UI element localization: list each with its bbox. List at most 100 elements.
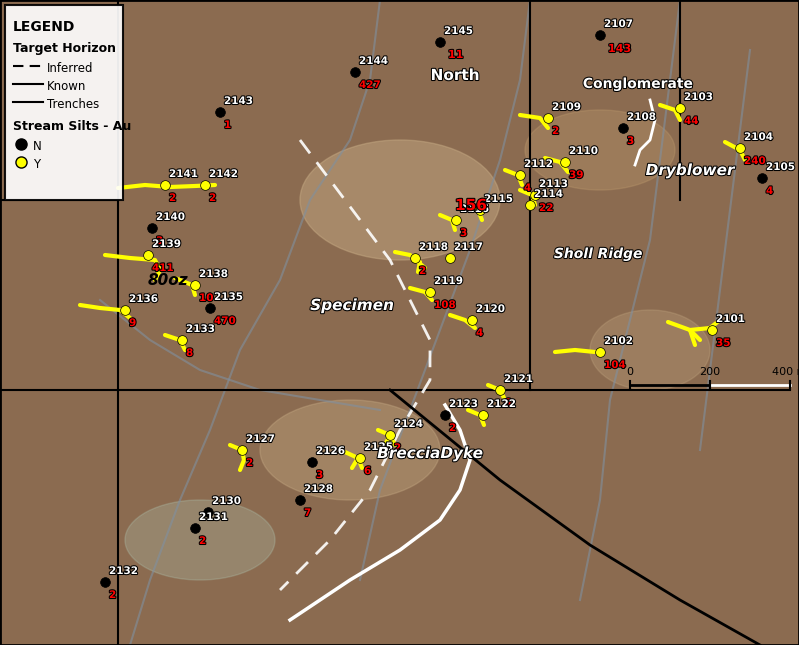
Text: 6: 6 (364, 466, 372, 476)
Text: 2145: 2145 (444, 26, 473, 36)
Text: 4: 4 (476, 328, 483, 338)
Text: 2: 2 (209, 193, 217, 203)
Text: 35: 35 (716, 338, 730, 348)
Text: 2116: 2116 (460, 204, 489, 214)
FancyBboxPatch shape (5, 5, 123, 200)
Text: Inferred: Inferred (47, 62, 93, 75)
Text: 2102: 2102 (604, 336, 633, 346)
Text: 22: 22 (539, 203, 554, 213)
Text: Conglomerate: Conglomerate (583, 77, 693, 91)
Text: North: North (431, 68, 479, 83)
Text: 2: 2 (552, 126, 559, 136)
Text: 2141: 2141 (169, 169, 198, 179)
Text: 3: 3 (316, 470, 324, 480)
Text: 240: 240 (744, 156, 766, 166)
Text: 2117: 2117 (454, 242, 483, 252)
Text: 2: 2 (246, 458, 253, 468)
Text: 2124: 2124 (394, 419, 423, 429)
Text: 2112: 2112 (524, 159, 553, 169)
Text: 1: 1 (224, 120, 231, 130)
Text: Trenches: Trenches (47, 98, 99, 111)
Text: N: N (33, 140, 42, 153)
Text: 427: 427 (359, 80, 381, 90)
Text: 400 m: 400 m (773, 367, 799, 377)
Text: 2121: 2121 (504, 374, 533, 384)
Text: 2144: 2144 (359, 56, 388, 66)
Text: Known: Known (47, 80, 86, 93)
Text: 2114: 2114 (534, 189, 563, 199)
Text: 4: 4 (766, 186, 773, 196)
Text: 2119: 2119 (434, 276, 463, 286)
Text: Dryblower: Dryblower (646, 163, 734, 178)
Text: 2105: 2105 (766, 162, 795, 172)
Text: 2118: 2118 (419, 242, 448, 252)
Text: 2143: 2143 (224, 96, 253, 106)
Text: 2142: 2142 (209, 169, 238, 179)
Ellipse shape (590, 310, 710, 390)
Text: 2: 2 (394, 443, 401, 453)
Text: 2123: 2123 (449, 399, 478, 409)
Text: 6: 6 (504, 398, 511, 408)
Text: 108: 108 (434, 300, 455, 310)
Text: 470: 470 (214, 316, 236, 326)
Text: 2: 2 (449, 423, 456, 433)
Text: 2135: 2135 (214, 292, 243, 302)
Text: 2113: 2113 (539, 179, 568, 189)
Text: 80oz: 80oz (148, 273, 189, 288)
Ellipse shape (260, 400, 440, 500)
Text: 2133: 2133 (186, 324, 215, 334)
Text: 2127: 2127 (246, 434, 275, 444)
Text: 143: 143 (608, 44, 631, 54)
Text: 2128: 2128 (304, 484, 333, 494)
Text: 8: 8 (186, 348, 193, 358)
Text: 3: 3 (627, 136, 634, 146)
Text: 3: 3 (460, 228, 467, 238)
Text: 2125: 2125 (364, 442, 393, 452)
Text: Sholl Ridge: Sholl Ridge (554, 247, 642, 261)
Text: 2126: 2126 (316, 446, 345, 456)
Text: 2139: 2139 (152, 239, 181, 249)
Text: 2109: 2109 (552, 102, 581, 112)
Text: 10: 10 (199, 293, 213, 303)
Text: 2: 2 (199, 536, 206, 546)
Text: 2: 2 (169, 193, 177, 203)
Text: 2115: 2115 (484, 194, 513, 204)
Text: 2138: 2138 (199, 269, 228, 279)
Text: 156: 156 (455, 198, 487, 213)
Text: 0: 0 (626, 367, 634, 377)
Text: 2: 2 (419, 266, 426, 276)
Text: 11: 11 (448, 50, 463, 60)
Text: 2108: 2108 (627, 112, 656, 122)
Text: BrecciaDyke: BrecciaDyke (377, 446, 483, 461)
Text: Y: Y (33, 158, 40, 171)
Text: 4: 4 (524, 183, 531, 193)
Text: 2122: 2122 (487, 399, 516, 409)
Text: 2104: 2104 (744, 132, 773, 142)
Text: Specimen: Specimen (310, 298, 394, 313)
Text: 2120: 2120 (476, 304, 505, 314)
Ellipse shape (300, 140, 500, 260)
Text: 2140: 2140 (156, 212, 185, 222)
Text: 2107: 2107 (604, 19, 633, 29)
Text: 9: 9 (129, 318, 136, 328)
Text: 2131: 2131 (199, 512, 228, 522)
Text: 2132: 2132 (109, 566, 138, 576)
Text: Target Horizon: Target Horizon (13, 42, 116, 55)
Text: Stream Silts - Au: Stream Silts - Au (13, 120, 131, 133)
Ellipse shape (125, 500, 275, 580)
Text: 200: 200 (699, 367, 721, 377)
Text: 2136: 2136 (129, 294, 158, 304)
Text: 104: 104 (604, 360, 626, 370)
Text: 44: 44 (684, 116, 699, 126)
Ellipse shape (525, 110, 675, 190)
Text: 7: 7 (304, 508, 312, 518)
Text: 411: 411 (152, 263, 174, 273)
Text: 2: 2 (109, 590, 116, 600)
Text: 39: 39 (569, 170, 583, 180)
Text: 2103: 2103 (684, 92, 713, 102)
Text: 2101: 2101 (716, 314, 745, 324)
Text: 3: 3 (156, 236, 163, 246)
Text: 2110: 2110 (569, 146, 598, 156)
Text: 2130: 2130 (212, 496, 241, 506)
Text: LEGEND: LEGEND (13, 20, 75, 34)
